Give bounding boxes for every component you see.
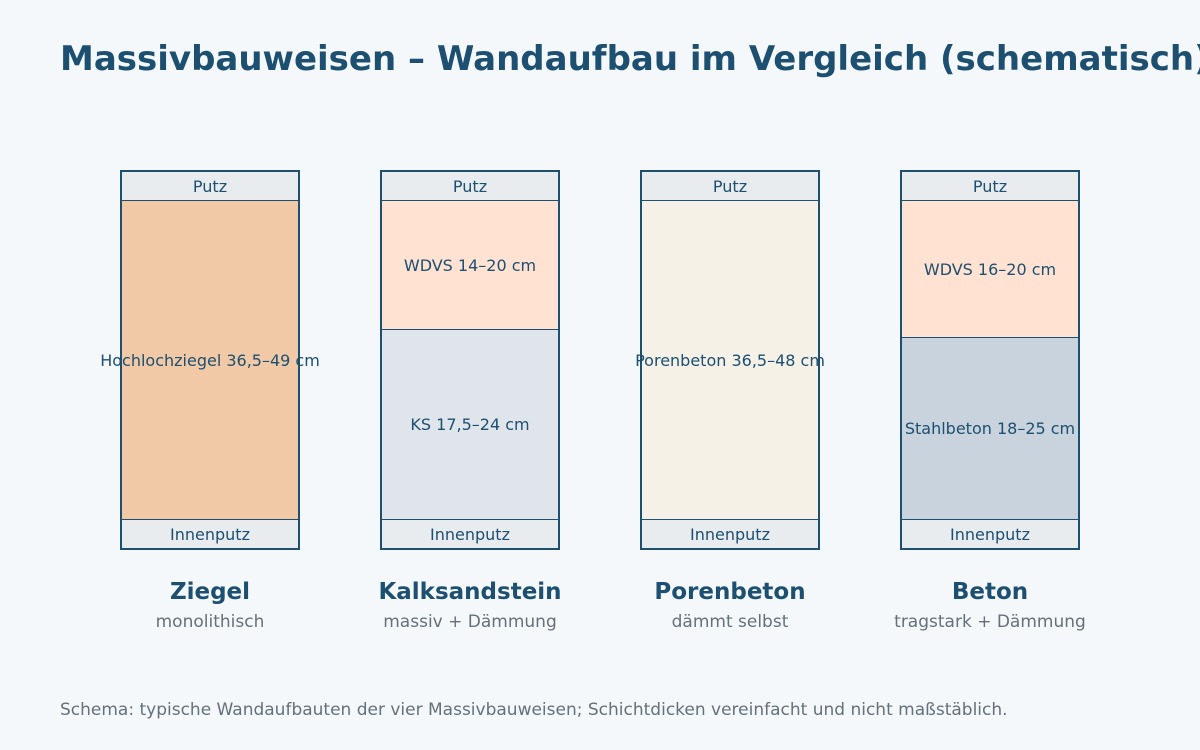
- layer-label: Porenbeton 36,5–48 cm: [635, 350, 825, 370]
- wall-diagram-kalksandstein: Putz WDVS 14–20 cm KS 17,5–24 cm Innenpu…: [380, 170, 560, 550]
- wall-description-beton: tragstark + Dämmung: [894, 612, 1086, 632]
- footnote: Schema: typische Wandaufbauten der vier …: [60, 700, 1008, 720]
- layer-label: Putz: [972, 176, 1008, 196]
- page-title: Massivbauweisen – Wandaufbau im Vergleic…: [60, 39, 1200, 79]
- layer-label: Putz: [192, 176, 228, 196]
- layer-core-hochlochziegel: Hochlochziegel 36,5–49 cm: [100, 200, 320, 520]
- layer-insulation-wdvs: WDVS 16–20 cm: [900, 200, 1080, 338]
- layer-label: WDVS 14–20 cm: [403, 255, 537, 275]
- wall-name-ziegel: Ziegel: [169, 579, 251, 605]
- layer-outer-plaster: Putz: [380, 170, 560, 201]
- layer-label: WDVS 16–20 cm: [923, 259, 1057, 279]
- wall-description-porenbeton: dämmt selbst: [671, 612, 789, 632]
- wall-name-kalksandstein: Kalksandstein: [378, 579, 562, 605]
- layer-label: Innenputz: [170, 524, 250, 544]
- layer-label: KS 17,5–24 cm: [410, 415, 530, 434]
- layer-inner-plaster: Innenputz: [120, 519, 300, 550]
- layer-label: Hochlochziegel 36,5–49 cm: [100, 350, 320, 370]
- layer-inner-plaster: Innenputz: [640, 519, 820, 550]
- wall-diagram-ziegel: Putz Hochlochziegel 36,5–49 cm Innenputz: [100, 170, 320, 550]
- wall-description-kalksandstein: massiv + Dämmung: [383, 612, 557, 632]
- layer-insulation-wdvs: WDVS 14–20 cm: [380, 200, 560, 330]
- layer-inner-plaster: Innenputz: [380, 519, 560, 550]
- wall-name-porenbeton: Porenbeton: [654, 579, 806, 605]
- layer-label: Innenputz: [950, 524, 1030, 544]
- layer-label: Innenputz: [430, 524, 510, 544]
- layer-label: Innenputz: [690, 524, 770, 544]
- layer-label: Putz: [712, 176, 748, 196]
- layer-core-kalksandstein: KS 17,5–24 cm: [380, 329, 560, 520]
- layer-label: Putz: [452, 176, 488, 196]
- wall-description-ziegel: monolithisch: [155, 612, 265, 632]
- wall-diagram-porenbeton: Putz Porenbeton 36,5–48 cm Innenputz: [635, 170, 825, 550]
- layer-outer-plaster: Putz: [640, 170, 820, 201]
- wall-diagram-beton: Putz WDVS 16–20 cm Stahlbeton 18–25 cm I…: [900, 170, 1080, 550]
- layer-core-porenbeton: Porenbeton 36,5–48 cm: [635, 200, 825, 520]
- layer-core-stahlbeton: Stahlbeton 18–25 cm: [900, 337, 1080, 520]
- wall-name-beton: Beton: [951, 579, 1029, 605]
- layer-inner-plaster: Innenputz: [900, 519, 1080, 550]
- layer-label: Stahlbeton 18–25 cm: [904, 419, 1076, 438]
- layer-outer-plaster: Putz: [120, 170, 300, 201]
- layer-outer-plaster: Putz: [900, 170, 1080, 201]
